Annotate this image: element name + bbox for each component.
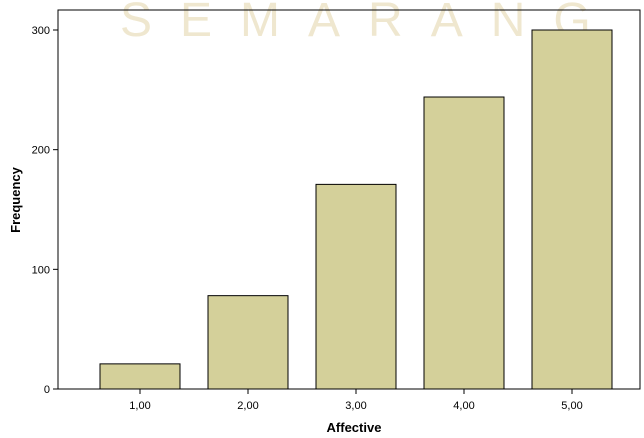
bar-1 (99, 363, 181, 390)
y-axis: 0 100 200 300 (32, 25, 58, 396)
y-tick-label: 300 (32, 25, 50, 37)
bars-layer (99, 29, 613, 390)
bar-3 (315, 183, 397, 390)
x-tick-label: 2,00 (237, 400, 258, 412)
x-tick-label: 5,00 (561, 400, 582, 412)
bar-2 (207, 295, 289, 390)
bar-5 (531, 29, 613, 390)
y-tick-label: 100 (32, 264, 50, 276)
x-axis: 1,00 2,00 3,00 4,00 5,00 (129, 389, 583, 412)
y-tick-label: 0 (44, 384, 50, 396)
y-axis-title: Frequency (8, 166, 23, 233)
x-tick-label: 4,00 (453, 400, 474, 412)
bar-4 (423, 96, 505, 390)
watermark: SEMARANG (120, 0, 619, 47)
x-tick-label: 3,00 (345, 400, 366, 412)
y-tick-label: 200 (32, 145, 50, 157)
x-axis-title: Affective (327, 420, 382, 435)
x-tick-label: 1,00 (129, 400, 150, 412)
